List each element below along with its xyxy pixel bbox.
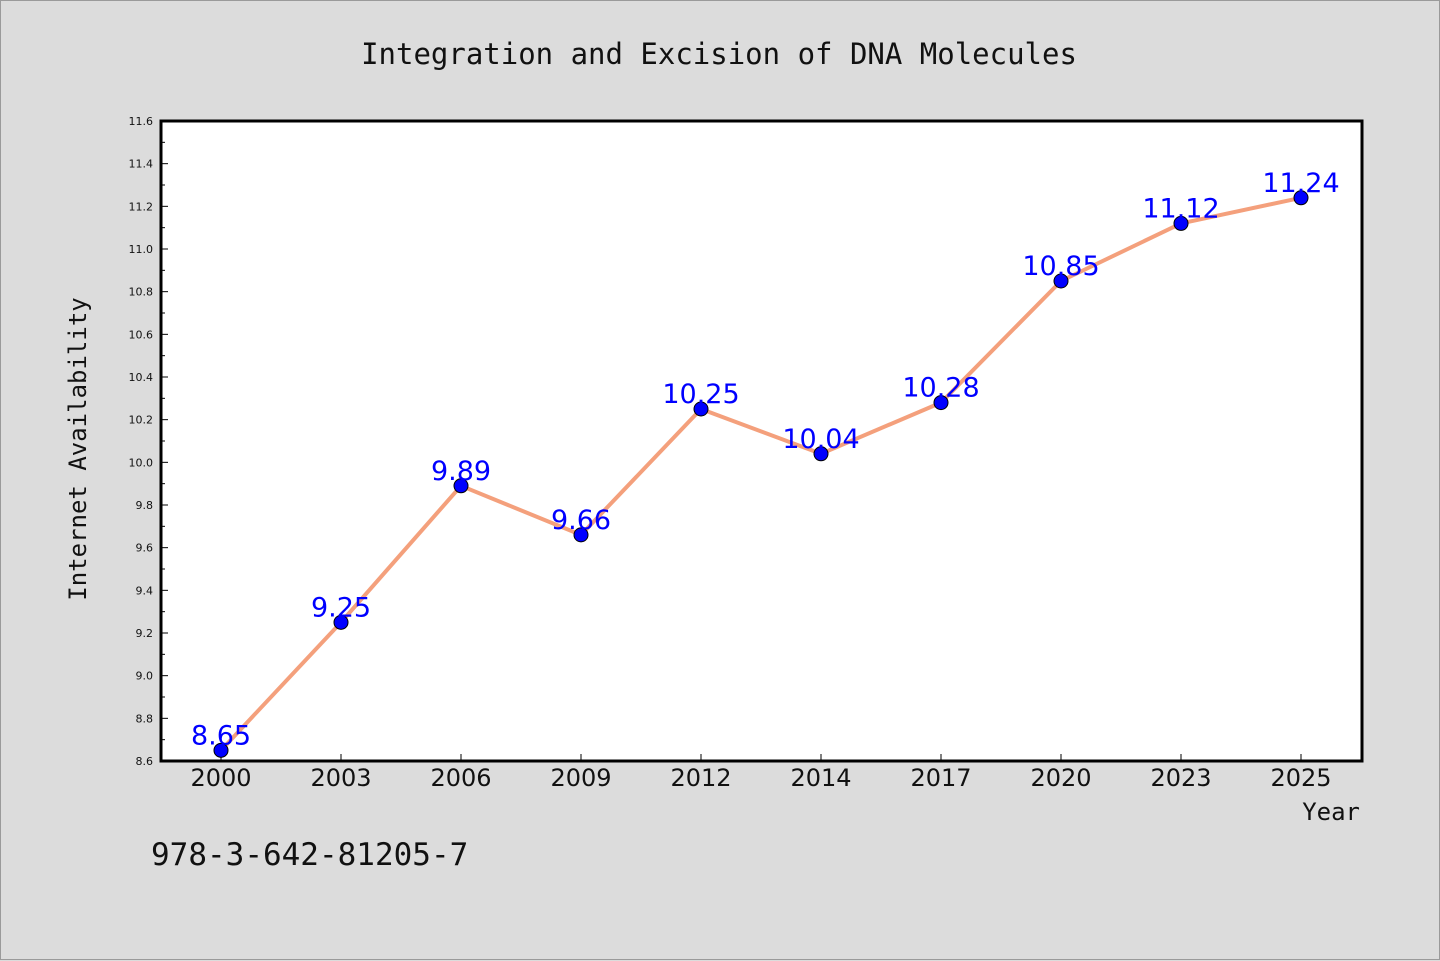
x-axis: 2000 2003 2006 2009 2012 2014 2017 2020 2023 2025 [190, 754, 1332, 792]
y-tick-label: 9.4 [136, 584, 154, 597]
y-tick-label: 9.2 [136, 627, 154, 640]
data-point [1053, 273, 1069, 289]
y-tick-label: 8.8 [136, 712, 154, 725]
y-tick-label: 10.6 [129, 328, 154, 341]
y-tick-label: 11.0 [129, 243, 154, 256]
data-point [453, 478, 469, 494]
data-point [693, 401, 709, 417]
x-tick-label: 2025 [1270, 764, 1331, 792]
data-labels-group: 8.65 9.25 9.89 9.66 10.25 10.04 10.28 10.85 11.1… [191, 168, 1340, 752]
x-tick-label: 2014 [790, 764, 851, 792]
y-tick-label: 10.4 [129, 371, 154, 384]
y-axis-label: Internet Availability [64, 297, 92, 600]
series-line [219, 195, 1302, 752]
y-tick-label: 10.2 [129, 414, 154, 427]
footnote-isbn: 978-3-642-81205-7 [151, 837, 468, 873]
x-tick-label: 2006 [430, 764, 491, 792]
y-tick-label: 10.0 [129, 456, 154, 469]
series-line-group [219, 195, 1302, 752]
x-tick-label: 2023 [1150, 764, 1211, 792]
x-tick-label: 2017 [910, 764, 971, 792]
data-point [933, 395, 949, 411]
data-point [213, 742, 229, 758]
data-label: 10.85 [1022, 251, 1099, 282]
y-tick-label: 9.0 [136, 670, 154, 683]
data-label: 9.89 [431, 456, 491, 487]
y-tick-label: 11.4 [129, 158, 154, 171]
data-label: 9.66 [551, 505, 611, 536]
x-tick-label: 2003 [310, 764, 371, 792]
data-label: 10.04 [782, 424, 859, 455]
data-label: 10.28 [902, 373, 979, 404]
data-label: 9.25 [311, 592, 371, 623]
chart-title: Integration and Excision of DNA Molecule… [361, 37, 1077, 71]
x-tick-label: 2012 [670, 764, 731, 792]
y-tick-label: 8.6 [136, 755, 154, 768]
y-tick-label: 11.2 [129, 200, 154, 213]
y-tick-label: 9.6 [136, 542, 154, 555]
y-tick-label: 11.6 [129, 115, 154, 128]
data-point [813, 446, 829, 462]
data-point [333, 614, 349, 630]
y-tick-label: 10.8 [129, 286, 154, 299]
data-label: 10.25 [662, 379, 739, 410]
data-label: 8.65 [191, 720, 251, 751]
data-label: 11.24 [1262, 168, 1339, 199]
data-point [1293, 190, 1309, 206]
x-axis-label: Year [1302, 798, 1360, 826]
x-tick-label: 2009 [550, 764, 611, 792]
data-label: 11.12 [1142, 193, 1219, 224]
y-tick-label: 9.8 [136, 499, 154, 512]
x-tick-label: 2020 [1030, 764, 1091, 792]
markers-group [213, 190, 1309, 758]
x-tick-label: 2000 [190, 764, 251, 792]
plot-area [159, 119, 1364, 763]
data-point [1173, 215, 1189, 231]
data-point [573, 527, 589, 543]
y-axis: 8.6 8.8 9.0 9.2 9.4 9.6 9.8 10.0 10.2 10.4 10.6 10.… [129, 115, 168, 768]
